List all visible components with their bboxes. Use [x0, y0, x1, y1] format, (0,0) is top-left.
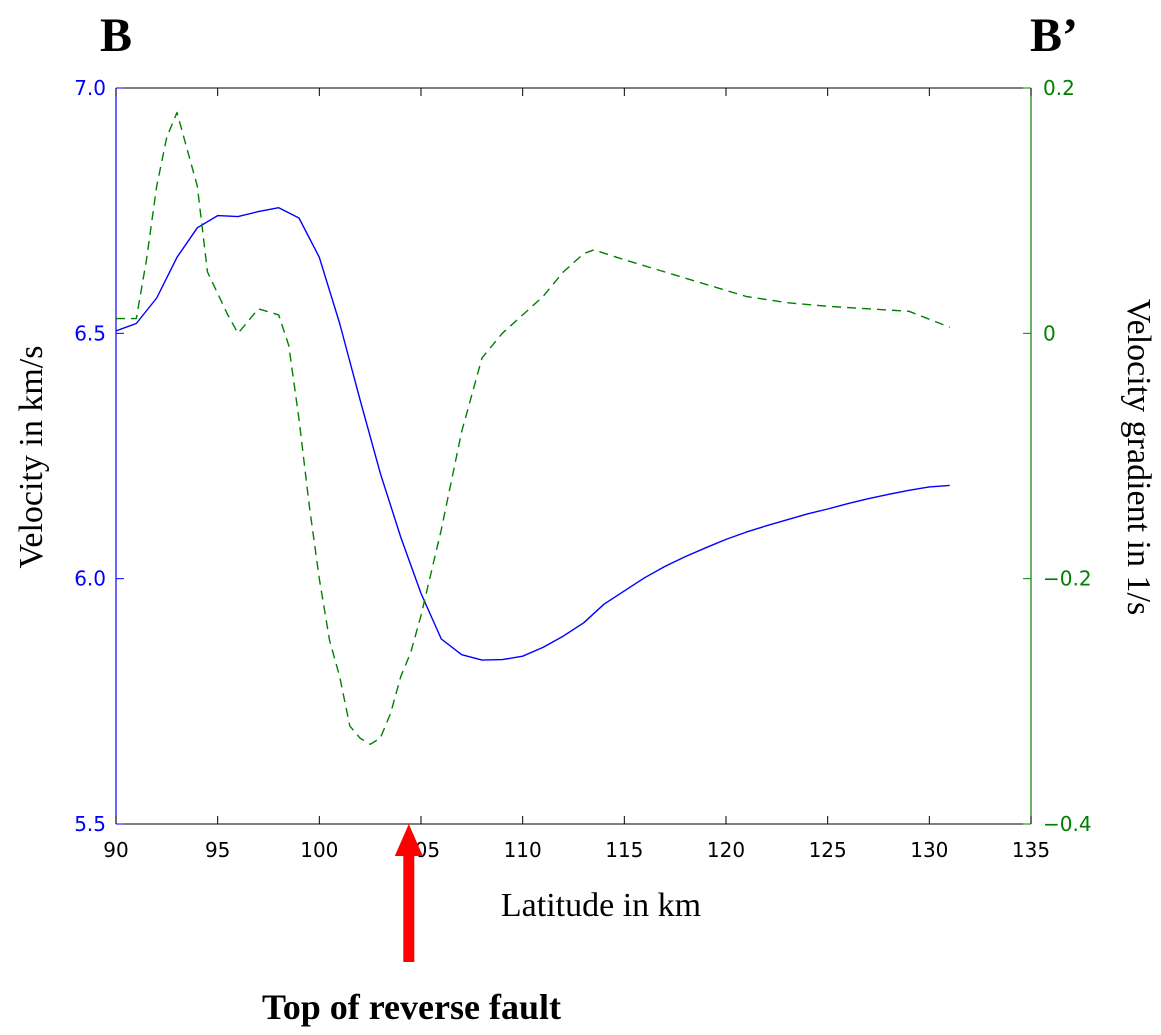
- right-y-tick-label: −0.4: [1043, 812, 1092, 836]
- left-y-tick-label: 5.5: [74, 812, 106, 836]
- right-y-axis-ticks: −0.4 −0.2 0 0.2: [1023, 76, 1092, 836]
- x-tick-label: 95: [205, 838, 230, 862]
- right-y-tick-label: −0.2: [1043, 567, 1092, 591]
- left-y-tick-label: 6.5: [74, 321, 106, 345]
- x-tick-label: 120: [707, 838, 745, 862]
- x-tick-label: 115: [605, 838, 643, 862]
- section-label-end: B’: [1030, 9, 1078, 62]
- x-tick-label: 125: [809, 838, 847, 862]
- x-tick-label: 130: [910, 838, 948, 862]
- right-y-tick-label: 0.2: [1043, 76, 1075, 100]
- right-y-tick-label: 0: [1043, 321, 1056, 345]
- plot-series: [115, 111, 950, 745]
- fault-arrow: [394, 824, 423, 962]
- left-y-tick-label: 7.0: [74, 76, 106, 100]
- section-label-start: B: [100, 9, 133, 62]
- x-axis-title: Latitude in km: [501, 887, 701, 924]
- gradient-series-line: [116, 111, 950, 745]
- plot-frame: [115, 87, 1032, 825]
- x-axis-ticks: 90 95 100 105 110 115 120 125 130 135: [103, 88, 1050, 862]
- x-tick-label: 100: [300, 838, 338, 862]
- x-tick-label: 90: [103, 838, 128, 862]
- velocity-series-line: [115, 206, 950, 661]
- right-y-axis-title: Velocity gradient in 1/s: [1120, 299, 1157, 615]
- left-y-tick-label: 6.0: [74, 567, 106, 591]
- x-tick-label: 135: [1012, 838, 1050, 862]
- left-y-axis-title: Velocity in km/s: [13, 346, 50, 569]
- x-tick-label: 110: [504, 838, 542, 862]
- fault-arrow-shaft: [403, 850, 415, 962]
- left-y-axis-ticks: 5.5 6.0 6.5 7.0: [74, 76, 124, 836]
- fault-arrow-head: [394, 824, 423, 856]
- fault-annotation: Top of reverse fault: [262, 987, 561, 1027]
